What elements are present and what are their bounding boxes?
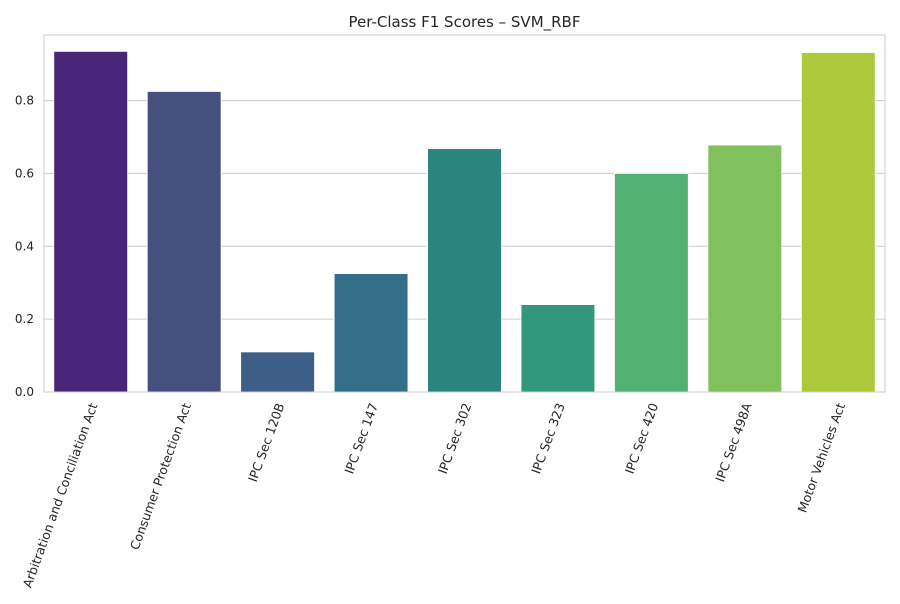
y-tick-label: 0.0: [15, 385, 34, 399]
bar: [427, 148, 502, 393]
y-tick-label: 0.6: [15, 166, 34, 180]
x-tick-label: Consumer Protection Act: [127, 401, 194, 552]
bar: [333, 273, 409, 393]
x-tick-label: IPC Sec 302: [435, 401, 474, 476]
x-axis-ticks: Arbitration and Conciliation Act Consumer…: [20, 400, 849, 589]
y-tick-label: 0.2: [15, 312, 34, 326]
x-tick-label: IPC Sec 323: [528, 401, 567, 476]
bar: [800, 52, 876, 393]
bar: [53, 50, 129, 393]
bar: [707, 144, 783, 393]
x-tick-label: Motor Vehicles Act: [795, 401, 849, 515]
x-tick-label: IPC Sec 147: [341, 401, 380, 476]
bar: [520, 304, 596, 393]
x-tick-label: IPC Sec 498A: [712, 400, 755, 483]
y-tick-label: 0.8: [15, 94, 34, 108]
bar: [614, 173, 689, 393]
plot-frame: [43, 34, 886, 393]
y-tick-label: 0.4: [15, 239, 34, 253]
chart-title: Per-Class F1 Scores – SVM_RBF: [349, 13, 581, 32]
bars: [53, 50, 876, 393]
bar: [240, 351, 315, 393]
x-tick-label: Arbitration and Conciliation Act: [20, 401, 101, 590]
x-tick-label: IPC Sec 420: [622, 401, 662, 476]
x-tick-label: IPC Sec 120B: [245, 401, 287, 484]
y-axis-ticks: 0.0 0.2 0.4 0.6 0.8: [15, 94, 34, 399]
bar: [146, 91, 222, 393]
